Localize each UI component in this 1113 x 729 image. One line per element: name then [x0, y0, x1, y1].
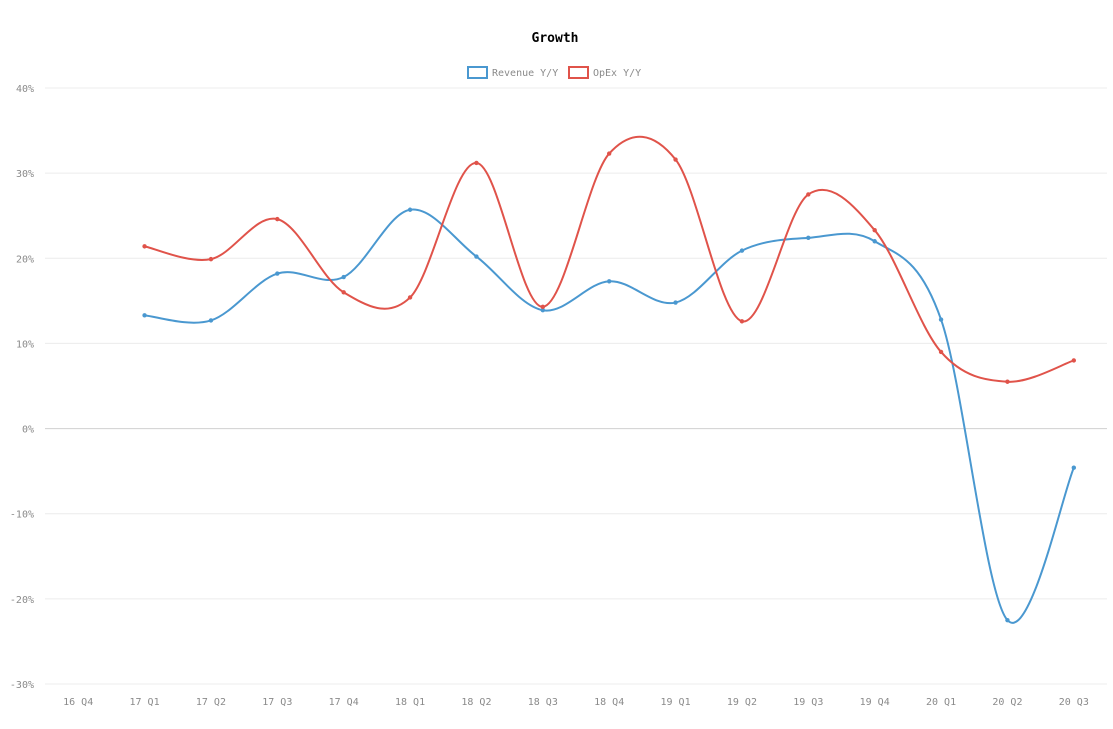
data-point-opex [1071, 358, 1077, 363]
x-tick-label: 20 Q2 [992, 697, 1022, 708]
x-tick-label: 18 Q4 [594, 697, 624, 708]
data-point-opex [1005, 379, 1010, 384]
data-point-revenue [275, 271, 280, 276]
y-tick-label: 20% [16, 254, 34, 265]
data-point-opex [938, 349, 944, 355]
x-tick-label: 17 Q4 [329, 697, 359, 708]
x-tick-label: 18 Q1 [395, 697, 425, 708]
chart-title: Growth [532, 31, 579, 46]
legend-swatch-revenue [467, 66, 488, 79]
y-tick-label: -10% [10, 510, 34, 521]
data-point-revenue [938, 317, 944, 322]
data-point-revenue [673, 300, 678, 305]
y-tick-label: 40% [16, 84, 34, 95]
grid-lines [45, 87, 1107, 685]
data-point-revenue [806, 235, 811, 241]
x-tick-label: 18 Q2 [461, 697, 491, 708]
x-tick-label: 20 Q1 [926, 697, 956, 708]
x-tick-label: 20 Q3 [1059, 697, 1089, 708]
series-line-opex [144, 135, 1075, 383]
data-point-opex [872, 227, 877, 233]
data-point-revenue [739, 248, 745, 253]
x-tick-label: 16 Q4 [63, 697, 93, 708]
data-point-opex [806, 192, 811, 197]
x-tick-label: 18 Q3 [528, 697, 558, 708]
data-point-revenue [474, 254, 479, 259]
series-line-revenue [144, 208, 1075, 624]
y-tick-label: 30% [16, 169, 34, 180]
legend-label-revenue: Revenue Y/Y [492, 68, 558, 79]
x-tick-label: 19 Q2 [727, 697, 757, 708]
y-tick-label: -20% [10, 595, 34, 606]
x-tick-label: 17 Q1 [130, 697, 160, 708]
x-tick-label: 19 Q4 [860, 697, 890, 708]
data-point-revenue [208, 318, 214, 323]
y-tick-label: -30% [10, 680, 34, 691]
y-axis: 40% 30% 20% 10% 0% -10% -20% -30% [10, 84, 34, 691]
x-tick-label: 19 Q3 [793, 697, 823, 708]
data-point-opex [474, 160, 479, 166]
y-tick-label: 10% [16, 339, 34, 350]
data-point-revenue [407, 207, 413, 212]
data-point-opex [673, 157, 678, 162]
legend-swatch-opex [568, 66, 589, 79]
data-point-opex [540, 304, 546, 310]
data-point-revenue [1005, 617, 1010, 623]
data-point-revenue [1071, 465, 1077, 470]
data-point-opex [208, 256, 214, 262]
x-tick-label: 19 Q1 [661, 697, 691, 708]
data-point-opex [407, 295, 413, 300]
data-point-opex [275, 216, 280, 222]
y-tick-label: 0% [22, 425, 34, 436]
data-point-opex [606, 151, 612, 156]
legend: Revenue Y/Y OpEx Y/Y [467, 66, 641, 79]
data-point-revenue [606, 279, 612, 284]
legend-label-opex: OpEx Y/Y [593, 68, 641, 79]
data-point-opex [341, 290, 346, 295]
data-point-revenue [540, 308, 546, 313]
x-tick-label: 17 Q3 [262, 697, 292, 708]
x-axis: 16 Q4 17 Q1 17 Q2 17 Q3 17 Q4 18 Q1 18 Q2 18 Q3… [63, 697, 1089, 708]
data-point-opex [142, 244, 147, 249]
series-layer [142, 135, 1077, 624]
data-point-revenue [872, 239, 877, 244]
data-point-opex [739, 319, 745, 324]
data-point-revenue [142, 313, 147, 318]
x-tick-label: 17 Q2 [196, 697, 226, 708]
data-point-revenue [341, 274, 346, 280]
